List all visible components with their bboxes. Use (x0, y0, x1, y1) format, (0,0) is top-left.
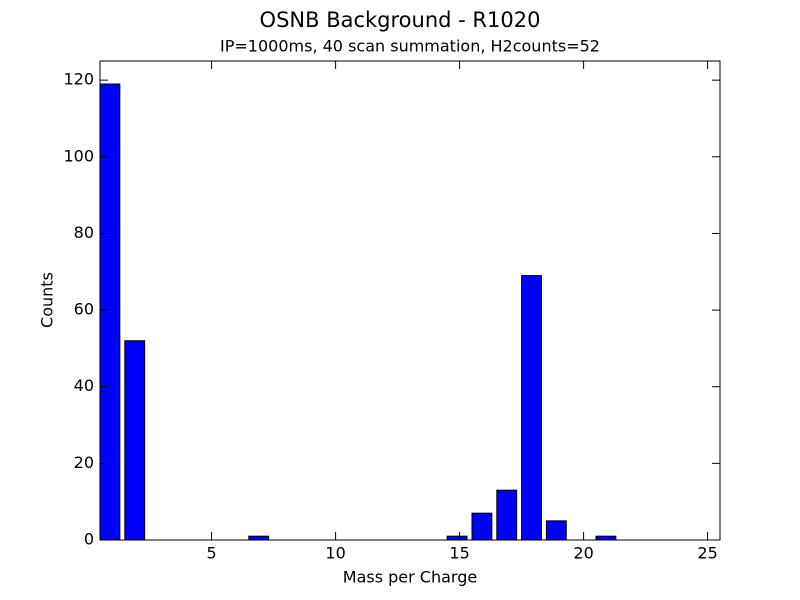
bar (124, 340, 146, 541)
bar (521, 275, 542, 541)
x-tick-label: 15 (449, 544, 469, 563)
y-tick-label: 0 (84, 530, 94, 549)
bar (248, 535, 270, 541)
y-tick-label: 120 (63, 70, 94, 89)
x-tick-label: 5 (207, 544, 217, 563)
chart-title: OSNB Background - R1020 (260, 8, 541, 32)
bar (496, 489, 518, 541)
x-tick-label: 25 (697, 544, 717, 563)
bar (471, 512, 493, 541)
y-axis-label: Counts (38, 272, 57, 328)
x-tick-label: 10 (325, 544, 345, 563)
y-tick-label: 20 (74, 453, 94, 472)
x-axis-label: Mass per Charge (343, 568, 477, 587)
chart-subtitle: IP=1000ms, 40 scan summation, H2counts=5… (220, 37, 600, 56)
y-tick-label: 60 (74, 300, 94, 319)
y-tick-label: 100 (63, 146, 94, 165)
bar (545, 520, 567, 541)
y-tick-label: 80 (74, 223, 94, 242)
x-tick-label: 20 (573, 544, 593, 563)
bar (446, 535, 468, 541)
bar (99, 83, 121, 541)
bar (595, 535, 617, 541)
y-tick-label: 40 (74, 376, 94, 395)
plot-frame (99, 60, 721, 541)
